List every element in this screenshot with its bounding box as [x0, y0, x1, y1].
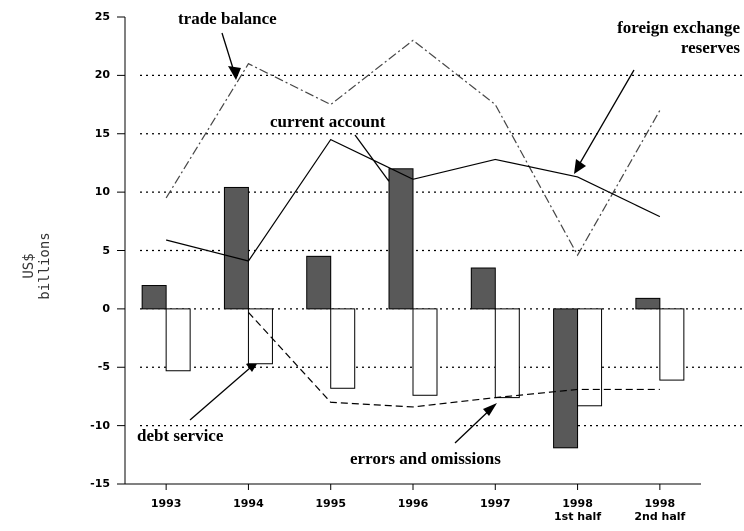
y-tick-label: -10 [90, 418, 110, 432]
line [165, 138, 661, 262]
x-tick-label: 1994 [233, 497, 264, 510]
x-tick-label: 1995 [315, 497, 347, 510]
arrow-head [574, 159, 586, 174]
x-tick-label: 1998 2nd half [634, 497, 686, 523]
x-tick-label: 1997 [479, 497, 511, 510]
annotation: errors and omissions [350, 449, 501, 468]
y-tick-label: 5 [102, 243, 110, 257]
y-tick-label: 25 [94, 10, 110, 23]
arrow [189, 360, 259, 421]
bar [494, 308, 520, 399]
bar [659, 308, 685, 381]
y-tick-label: 20 [94, 68, 110, 82]
bar [306, 255, 332, 310]
bar [330, 308, 356, 389]
arrow [575, 69, 635, 171]
x-tick-label: 1993 [150, 497, 182, 510]
y-tick-label: 10 [94, 185, 110, 199]
bar [635, 297, 661, 310]
bar [388, 168, 414, 310]
y-tick-label: 0 [102, 301, 110, 315]
x-tick-label: 1996 [397, 497, 429, 510]
y-axis-label: US$ billions [21, 232, 53, 300]
bar [247, 308, 273, 365]
bar [223, 186, 249, 310]
bar [165, 308, 191, 372]
bar [141, 285, 167, 310]
annotation: current account [270, 112, 386, 131]
arrow-head [228, 66, 241, 80]
annotation: foreign exchange reserves [617, 18, 740, 57]
bar [412, 308, 438, 396]
line [247, 311, 660, 408]
bar [577, 308, 603, 407]
x-tick-label: 1998 1st half [554, 497, 602, 523]
y-tick-label: 15 [94, 126, 110, 140]
annotation: trade balance [178, 9, 277, 28]
line [165, 39, 661, 257]
y-tick-label: -15 [90, 477, 110, 490]
y-tick-label: -5 [97, 360, 110, 374]
arrows [189, 32, 635, 444]
bar [553, 308, 579, 449]
annotation: debt service [137, 426, 224, 445]
bar [470, 267, 496, 310]
arrow-head [483, 403, 497, 416]
